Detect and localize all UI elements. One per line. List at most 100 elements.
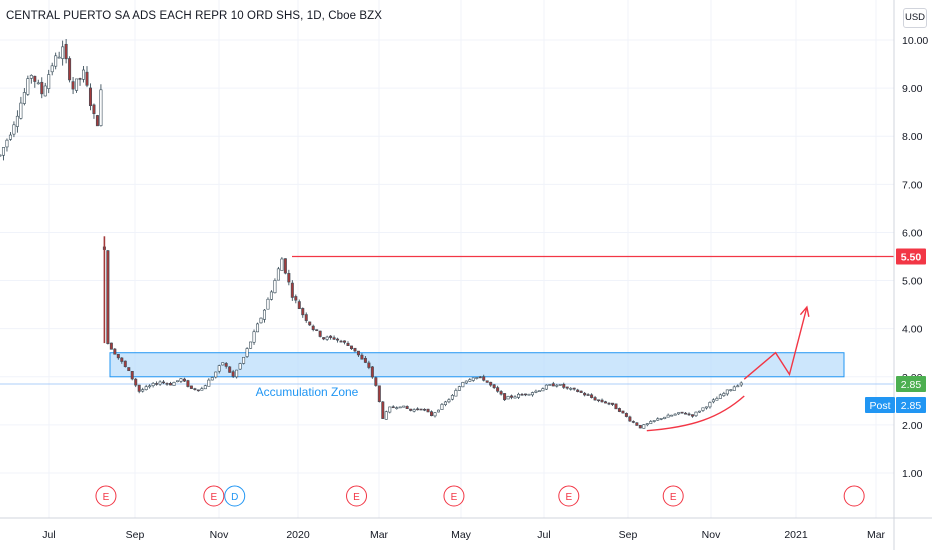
candle-body <box>349 345 353 350</box>
candle-body <box>412 409 416 412</box>
candle-body <box>430 411 434 417</box>
candle-body <box>109 342 113 350</box>
candle-body <box>367 362 371 368</box>
time-tick-label: Jul <box>537 529 550 541</box>
price-tick-label: 2.00 <box>902 420 923 432</box>
candle-body <box>148 385 152 388</box>
accumulation-zone-label: Accumulation Zone <box>256 385 359 399</box>
candle-body <box>541 388 545 392</box>
candle-body <box>537 390 541 392</box>
resistance-line[interactable] <box>0 255 894 385</box>
candle-body <box>57 56 61 59</box>
candle-body <box>485 380 489 383</box>
candle-body <box>544 384 548 390</box>
candle-body <box>663 416 667 419</box>
candle-body <box>492 384 496 389</box>
candle-body <box>656 418 660 421</box>
time-tick-label: Nov <box>702 529 721 541</box>
candle-body <box>151 383 155 387</box>
earnings-event-marker <box>443 485 465 507</box>
candle-body <box>36 82 40 85</box>
candle-body <box>99 89 103 126</box>
candle-body <box>214 371 218 378</box>
candle-body <box>708 402 712 408</box>
candle-body <box>478 376 482 379</box>
candle-body <box>127 367 131 372</box>
candle-body <box>64 43 68 60</box>
candle-body <box>332 337 336 340</box>
dividend-event-marker <box>224 485 246 507</box>
candle-body <box>631 421 635 423</box>
candle-body <box>426 408 430 413</box>
candle-body <box>68 58 72 81</box>
event-marker-label: E <box>211 492 218 503</box>
candle-body <box>179 378 183 382</box>
candle-body <box>405 406 409 409</box>
candle-body <box>617 408 621 412</box>
candle-body <box>329 335 333 338</box>
candle-body <box>475 377 479 379</box>
accumulation-zone[interactable]: Accumulation Zone <box>109 352 845 399</box>
resistance-price-text: 5.50 <box>901 252 922 264</box>
candle-body <box>259 317 263 324</box>
candle-body <box>534 390 538 393</box>
candle-body <box>294 296 298 301</box>
earnings-event-marker <box>203 485 225 507</box>
candle-body <box>221 362 225 366</box>
candle-body <box>0 154 2 157</box>
candle-body <box>687 413 691 416</box>
candle-body <box>308 321 312 326</box>
price-tick-label: 9.00 <box>902 83 923 95</box>
event-marker-label: E <box>565 492 572 503</box>
candle-body <box>398 406 402 409</box>
candle-body <box>691 414 695 417</box>
candle-body <box>548 384 552 386</box>
candle-body <box>381 401 385 419</box>
candle-body <box>78 78 82 80</box>
currency-button[interactable]: USD <box>903 8 927 28</box>
candle-body <box>245 348 249 357</box>
candle-body <box>652 420 656 422</box>
candle-body <box>235 369 239 378</box>
candle-body <box>12 124 16 135</box>
candle-body <box>461 382 465 388</box>
candle-body <box>343 340 347 343</box>
drawing-annotations[interactable] <box>646 305 810 432</box>
candle-body <box>175 380 179 383</box>
earnings-event-marker <box>843 485 865 507</box>
time-tick-label: Sep <box>126 529 145 541</box>
candle-body <box>558 384 562 386</box>
candle-body <box>315 329 319 331</box>
candle-body <box>447 399 451 403</box>
candle-body <box>649 421 653 424</box>
post-market-label-badge <box>865 397 895 413</box>
candle-body <box>697 410 701 413</box>
candle-body <box>228 366 232 373</box>
candle-body <box>604 401 608 404</box>
candlestick-series <box>0 38 743 429</box>
candle-body <box>249 341 253 349</box>
post-market-price-text: 2.85 <box>901 400 922 412</box>
candle-body <box>256 323 260 333</box>
candle-body <box>8 134 12 140</box>
candle-body <box>280 258 284 271</box>
earnings-event-marker <box>95 485 117 507</box>
time-tick-label: Nov <box>210 529 229 541</box>
candle-body <box>586 394 590 396</box>
candle-body <box>673 413 677 416</box>
time-tick-label: 2021 <box>784 529 808 541</box>
candle-body <box>363 357 367 363</box>
candle-body <box>15 115 19 127</box>
candle-body <box>95 115 99 127</box>
candle-body <box>19 102 23 119</box>
candle-body <box>395 407 399 409</box>
event-marker-label: E <box>103 492 110 503</box>
candle-body <box>391 406 395 409</box>
candle-body <box>106 250 110 344</box>
candle-body <box>684 412 688 415</box>
candle-body <box>374 377 378 386</box>
candle-body <box>85 71 89 86</box>
